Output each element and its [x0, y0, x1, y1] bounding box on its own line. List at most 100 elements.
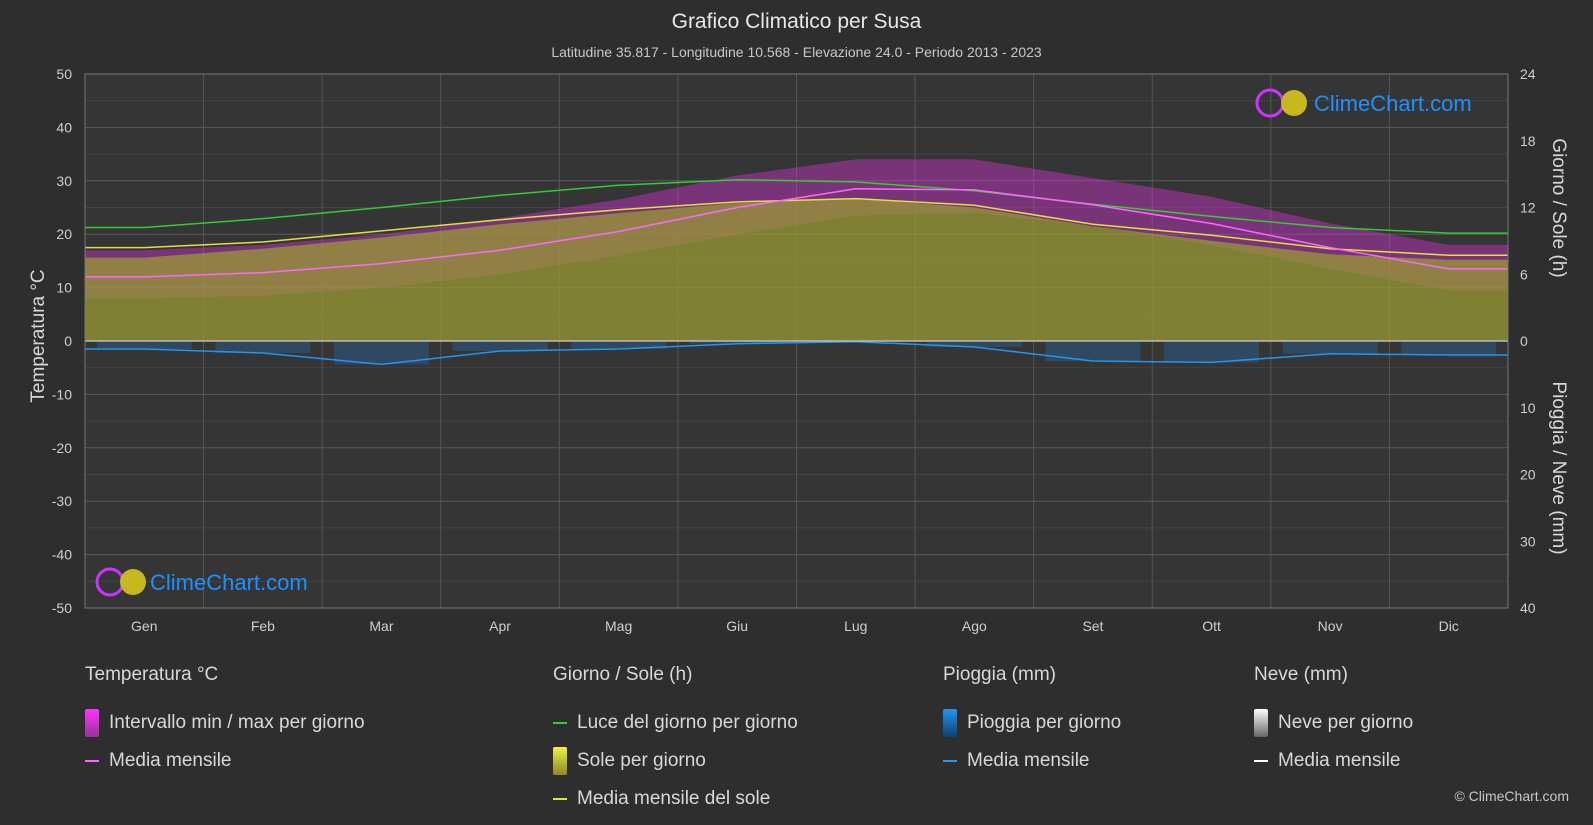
range-swatch-icon: [85, 709, 99, 737]
y-left-tick-label: 10: [56, 280, 72, 296]
legend-item: Intervallo min / max per giorno: [85, 704, 365, 742]
y-left-tick-label: 0: [64, 333, 72, 349]
logo-top: ClimeChart.com: [1255, 88, 1472, 118]
y-left-tick-label: 40: [56, 119, 72, 135]
rain-swatch-icon: [943, 709, 957, 737]
sun-swatch-icon: [553, 747, 567, 775]
legend-snow: Neve (mm) Neve per giorno Media mensile: [1254, 664, 1413, 780]
rain-mean-line: [85, 340, 1508, 366]
axes: 50 40 30 20 10 0 -10 -20 -30 -40 -50 24 18 12 6 0 10 20 30…: [52, 66, 1536, 634]
chart-subtitle: Latitudine 35.817 - Longitudine 10.568 -…: [551, 44, 1042, 60]
x-tick-label: Nov: [1318, 618, 1343, 634]
legend-label: Intervallo min / max per giorno: [109, 712, 365, 733]
legend-label: Media mensile: [1278, 750, 1401, 771]
logo-sun-icon: [1281, 90, 1307, 116]
climate-chart: 50 40 30 20 10 0 -10 -20 -30 -40 -50 24 18 12 6 0 10 20 30…: [28, 66, 1569, 634]
y-axis-left-label: Temperatura °C: [28, 269, 49, 402]
x-tick-label: Feb: [251, 618, 275, 634]
snow-swatch-icon: [1254, 709, 1268, 737]
y-left-tick-label: -10: [52, 386, 72, 402]
rain-bars: [96, 341, 1497, 365]
y-left-tick-label: 20: [56, 226, 72, 242]
sunshine-area-fill: [85, 198, 1508, 341]
legend-label: Pioggia per giorno: [967, 712, 1122, 733]
y-left-tick-label: 50: [56, 66, 72, 82]
y-left-tick-label: -20: [52, 440, 72, 456]
legend-label: Media mensile del sole: [577, 788, 771, 809]
legend-item: Neve per giorno: [1254, 704, 1413, 742]
legend-sun: Giorno / Sole (h) Luce del giorno per gi…: [553, 664, 798, 818]
legend-header: Pioggia (mm): [943, 664, 1056, 685]
y-right-bottom-tick-label: 20: [1520, 467, 1536, 483]
legend-label: Media mensile: [967, 750, 1090, 771]
rain-bar: [689, 341, 785, 344]
y-axis-right-bottom-label: Pioggia / Neve (mm): [1548, 381, 1569, 554]
sunshine-mean-line: [85, 197, 1508, 257]
series-lines: [85, 178, 1508, 366]
legend-header: Neve (mm): [1254, 664, 1348, 685]
rain-bar: [571, 341, 667, 350]
y-left-tick-label: -40: [52, 547, 72, 563]
sunshine-area: [85, 198, 1508, 341]
chart-title: Grafico Climatico per Susa: [671, 10, 922, 33]
legend-label: Neve per giorno: [1278, 712, 1414, 733]
y-axis-right-top-label: Giorno / Sole (h): [1548, 138, 1569, 277]
temperature-mean-line: [85, 188, 1508, 278]
daylight-line: [85, 178, 1508, 234]
x-tick-label: Giu: [726, 618, 748, 634]
copyright: © ClimeChart.com: [1454, 788, 1569, 804]
legend-label: Sole per giorno: [577, 750, 706, 771]
y-right-bottom-tick-label: 10: [1520, 400, 1536, 416]
x-tick-label: Apr: [489, 618, 511, 634]
y-left-tick-label: -50: [52, 600, 72, 616]
line-swatch-icon: [1254, 760, 1268, 762]
rain-bar: [215, 341, 311, 354]
y-right-top-tick-label: 24: [1520, 66, 1536, 82]
plot-frame: [84, 73, 1509, 609]
rain-bar: [926, 341, 1022, 348]
y-right-bottom-tick-label: 40: [1520, 600, 1536, 616]
legend-item: Media mensile del sole: [553, 780, 798, 818]
legend-temperature: Temperatura °C Intervallo min / max per …: [85, 664, 365, 780]
rain-bar: [1045, 341, 1141, 362]
x-tick-label: Lug: [844, 618, 867, 634]
legend-item: Media mensile: [943, 742, 1121, 780]
line-swatch-icon: [553, 722, 567, 724]
rain-bar: [1282, 341, 1378, 354]
legend-item: Pioggia per giorno: [943, 704, 1121, 742]
x-tick-label: Set: [1082, 618, 1103, 634]
legend-item: Luce del giorno per giorno: [553, 704, 798, 742]
legend-item: Media mensile: [1254, 742, 1413, 780]
x-tick-label: Mar: [369, 618, 393, 634]
x-tick-label: Ott: [1202, 618, 1221, 634]
y-right-top-tick-label: 6: [1520, 266, 1528, 282]
rain-bar: [96, 341, 192, 350]
logo-bottom: ClimeChart.com: [95, 567, 308, 597]
logo-sun-icon: [120, 569, 146, 595]
y-right-bottom-tick-label: 30: [1520, 533, 1536, 549]
legend-rain: Pioggia (mm) Pioggia per giorno Media me…: [943, 664, 1121, 780]
legend-label: Luce del giorno per giorno: [577, 712, 798, 733]
rain-bar: [1401, 341, 1497, 356]
line-swatch-icon: [943, 760, 957, 762]
y-left-tick-label: -30: [52, 493, 72, 509]
rain-bar: [1164, 341, 1259, 363]
rain-bar: [334, 341, 429, 365]
line-swatch-icon: [85, 760, 99, 762]
legend-item: Media mensile: [85, 742, 365, 780]
legend-header: Temperatura °C: [85, 664, 219, 685]
legend-label: Media mensile: [109, 750, 232, 771]
rain-bar: [452, 341, 548, 352]
y-right-top-tick-label: 18: [1520, 133, 1536, 149]
x-tick-label: Mag: [605, 618, 632, 634]
y-right-top-tick-label: 12: [1520, 200, 1536, 216]
x-tick-label: Gen: [131, 618, 157, 634]
line-swatch-icon: [553, 798, 567, 800]
y-left-tick-label: 30: [56, 173, 72, 189]
logo-text: ClimeChart.com: [150, 570, 308, 595]
y-right-top-tick-label: 0: [1520, 333, 1528, 349]
logo-text: ClimeChart.com: [1314, 91, 1472, 116]
x-tick-label: Ago: [962, 618, 987, 634]
x-tick-label: Dic: [1439, 618, 1459, 634]
legend-header: Giorno / Sole (h): [553, 664, 693, 685]
